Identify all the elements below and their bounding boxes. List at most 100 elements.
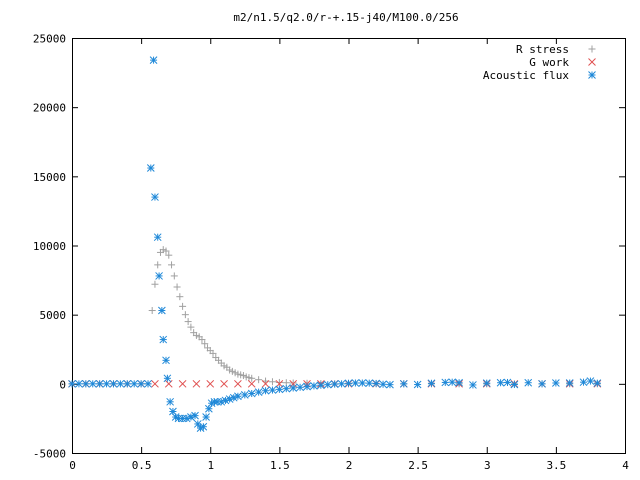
x-tick-label: 0 bbox=[69, 459, 76, 472]
g-work-point bbox=[275, 379, 284, 388]
y-tick-label: 0 bbox=[59, 378, 66, 391]
x-tick-label: 4 bbox=[622, 459, 629, 472]
acoustic-flux-point bbox=[159, 335, 168, 344]
acoustic-flux-point bbox=[191, 411, 199, 420]
legend-marker-plus bbox=[588, 45, 596, 53]
r-stress-point bbox=[148, 307, 156, 315]
r-stress-point bbox=[168, 261, 176, 269]
acoustic-flux-point bbox=[413, 380, 422, 389]
acoustic-flux-point bbox=[199, 422, 208, 431]
acoustic-flux-point bbox=[593, 379, 602, 387]
acoustic-flux-point bbox=[455, 378, 463, 387]
acoustic-flux-point bbox=[289, 384, 298, 392]
acoustic-flux-point bbox=[109, 379, 118, 388]
acoustic-flux-point bbox=[137, 379, 145, 388]
plot-frame bbox=[72, 38, 626, 454]
x-tick-label: 3.5 bbox=[546, 459, 566, 472]
acoustic-flux-point bbox=[75, 379, 83, 388]
acoustic-flux-point bbox=[158, 306, 166, 315]
acoustic-flux-point bbox=[399, 379, 408, 388]
marks-layer bbox=[68, 56, 602, 432]
r-stress-point bbox=[179, 302, 187, 310]
r-stress-point bbox=[162, 247, 170, 255]
acoustic-flux-point bbox=[565, 379, 574, 387]
acoustic-flux-point bbox=[503, 378, 512, 387]
x-tick-label: 3 bbox=[484, 459, 491, 472]
y-tick-label: 10000 bbox=[33, 240, 66, 253]
y-tick-label: 5000 bbox=[40, 309, 67, 322]
acoustic-flux-point bbox=[358, 379, 367, 387]
acoustic-flux-point bbox=[202, 413, 210, 421]
legend-marker-star bbox=[588, 71, 596, 79]
acoustic-flux-point bbox=[151, 193, 159, 201]
acoustic-flux-point bbox=[144, 379, 152, 388]
acoustic-flux-point bbox=[510, 380, 519, 389]
acoustic-flux-point bbox=[316, 381, 325, 390]
acoustic-flux-point bbox=[310, 382, 318, 390]
acoustic-flux-point bbox=[448, 378, 457, 387]
acoustic-flux-point bbox=[427, 379, 436, 388]
g-work-point bbox=[261, 379, 270, 388]
acoustic-flux-point bbox=[496, 378, 505, 387]
acoustic-flux-point bbox=[81, 379, 90, 388]
g-work-point bbox=[164, 379, 173, 388]
r-stress-point bbox=[187, 323, 195, 331]
x-tick-label: 1.5 bbox=[270, 459, 290, 472]
acoustic-flux-point bbox=[95, 379, 104, 388]
series-plus bbox=[68, 246, 601, 388]
y-tick-label: 20000 bbox=[33, 102, 66, 115]
r-stress-point bbox=[268, 378, 276, 386]
acoustic-flux-point bbox=[538, 379, 546, 388]
acoustic-flux-point bbox=[166, 397, 175, 406]
acoustic-flux-point bbox=[482, 379, 491, 387]
g-work-point bbox=[178, 379, 187, 388]
acoustic-flux-point bbox=[146, 164, 155, 172]
acoustic-flux-point bbox=[323, 380, 332, 389]
acoustic-flux-point bbox=[234, 392, 242, 401]
acoustic-flux-point bbox=[275, 385, 284, 394]
acoustic-flux-point bbox=[254, 388, 263, 396]
acoustic-flux-point bbox=[221, 396, 230, 405]
acoustic-flux-point bbox=[330, 380, 339, 388]
r-stress-point bbox=[154, 261, 162, 269]
acoustic-flux-point bbox=[351, 379, 360, 387]
acoustic-flux-point bbox=[261, 386, 270, 395]
acoustic-flux-point bbox=[102, 379, 111, 388]
r-stress-point bbox=[282, 379, 290, 387]
acoustic-flux-point bbox=[88, 379, 97, 388]
acoustic-flux-point bbox=[441, 378, 450, 387]
g-work-point bbox=[247, 379, 256, 388]
acoustic-flux-point bbox=[163, 374, 172, 383]
g-work-point bbox=[151, 379, 159, 388]
legend-label: G work bbox=[529, 56, 569, 69]
axes-layer: 0 0.5 1 1.5 2 2.5 3 3.5 4-5000050001000015000200… bbox=[33, 33, 629, 473]
acoustic-flux-point bbox=[268, 386, 277, 394]
r-stress-point bbox=[209, 349, 217, 357]
x-tick-label: 2.5 bbox=[408, 459, 428, 472]
acoustic-flux-point bbox=[155, 272, 163, 280]
acoustic-flux-point bbox=[240, 391, 249, 399]
r-stress-point bbox=[165, 251, 173, 259]
acoustic-flux-point bbox=[123, 379, 132, 388]
y-tick-label: 25000 bbox=[33, 33, 66, 46]
x-tick-label: 1 bbox=[207, 459, 214, 472]
r-stress-point bbox=[201, 340, 209, 348]
acoustic-flux-point bbox=[365, 379, 374, 387]
g-work-point bbox=[192, 379, 201, 388]
acoustic-flux-point bbox=[149, 56, 158, 64]
g-work-point bbox=[206, 379, 215, 388]
r-stress-point bbox=[255, 376, 263, 384]
legend-marker-cross bbox=[588, 58, 596, 66]
r-stress-point bbox=[176, 293, 184, 301]
acoustic-flux-point bbox=[586, 377, 595, 385]
acoustic-flux-point bbox=[524, 378, 533, 387]
acoustic-flux-point bbox=[68, 379, 76, 388]
acoustic-flux-point bbox=[130, 379, 139, 388]
acoustic-flux-point bbox=[193, 420, 202, 428]
legend-label: Acoustic flux bbox=[483, 69, 569, 82]
acoustic-flux-point bbox=[337, 379, 346, 388]
r-stress-point bbox=[275, 378, 283, 386]
acoustic-flux-point bbox=[296, 383, 304, 392]
acoustic-flux-point bbox=[579, 378, 588, 387]
